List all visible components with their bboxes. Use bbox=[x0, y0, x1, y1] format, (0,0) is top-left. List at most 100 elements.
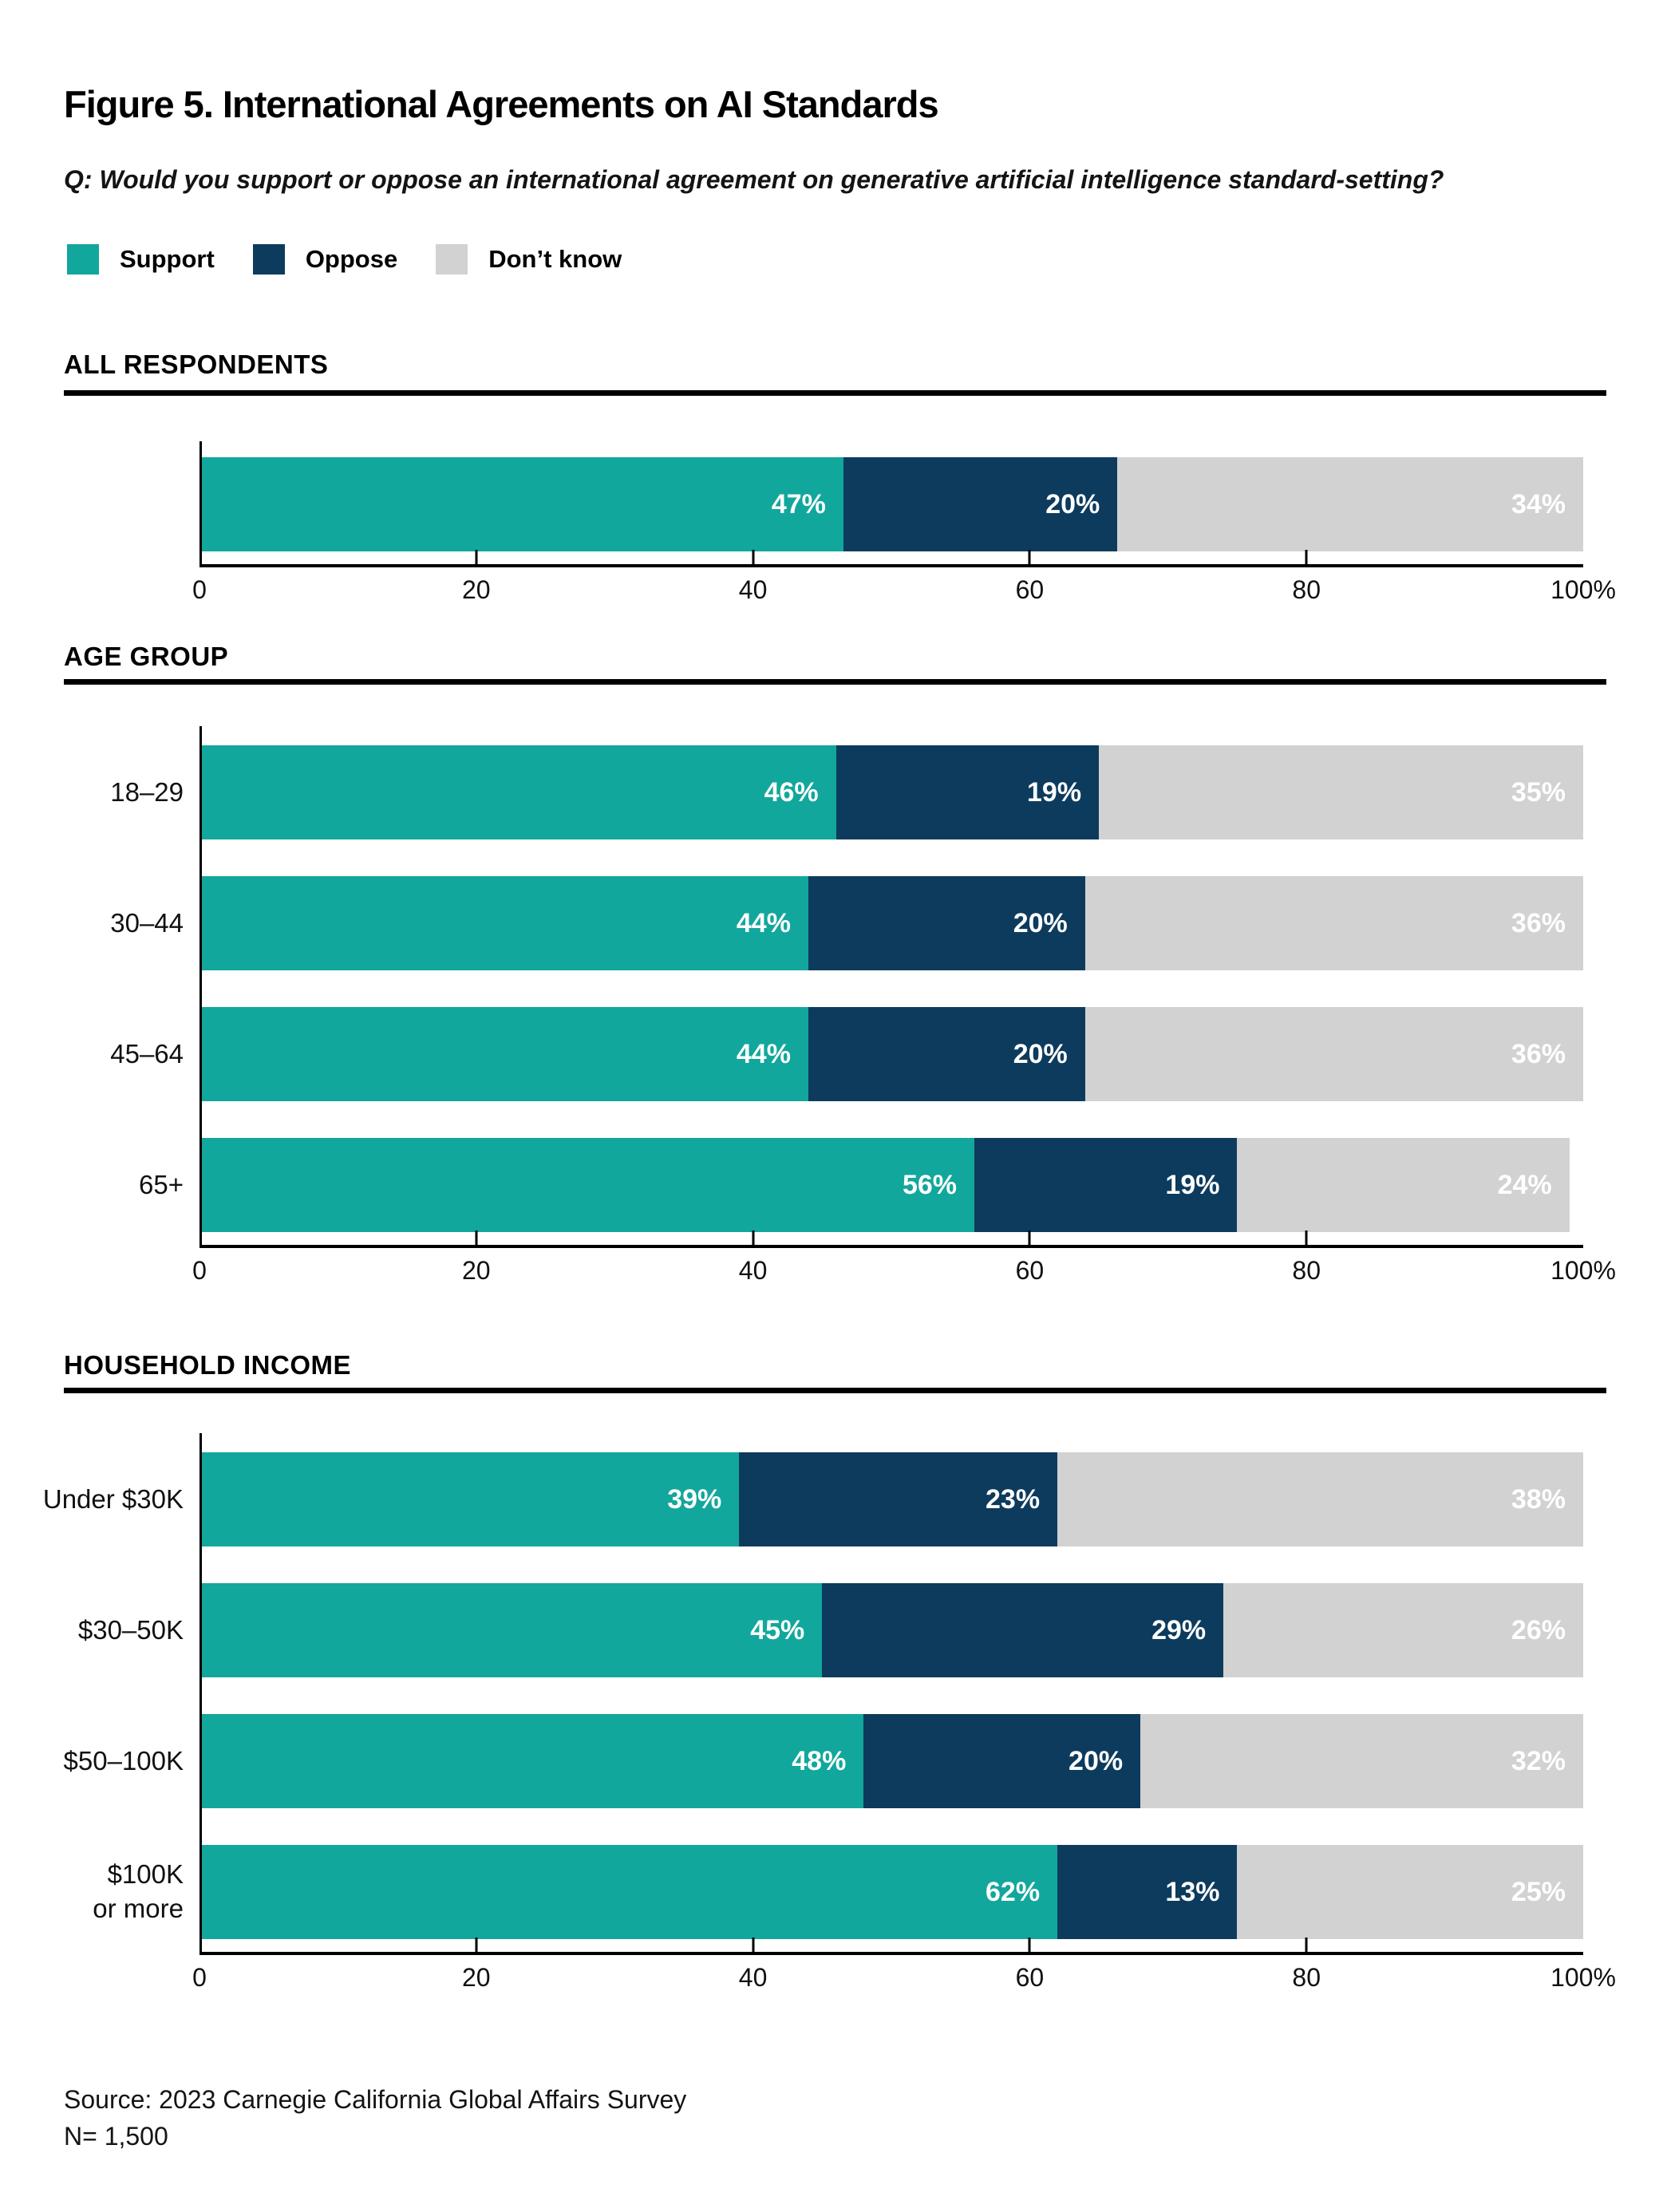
value-label: 36% bbox=[1511, 907, 1566, 938]
x-tick-label: 80 bbox=[1292, 575, 1321, 604]
x-tick-label: 60 bbox=[1015, 1963, 1045, 1992]
section-header-age-group: AGE GROUP bbox=[64, 642, 229, 671]
stacked-bar: 44% 20% 36% bbox=[199, 876, 1583, 970]
stacked-bar: 48% 20% 32% bbox=[199, 1714, 1583, 1808]
category-label bbox=[0, 457, 199, 551]
value-label: 48% bbox=[792, 1745, 847, 1776]
x-axis-tick bbox=[1028, 550, 1031, 564]
x-tick-label: 80 bbox=[1292, 1963, 1321, 1992]
value-label: 20% bbox=[1045, 488, 1100, 519]
x-tick-label: 100% bbox=[1550, 1963, 1616, 1992]
segment-dont-know: 38% bbox=[1057, 1452, 1583, 1546]
segment-oppose: 29% bbox=[822, 1583, 1224, 1677]
legend-label-dont-know: Don’t know bbox=[488, 245, 622, 273]
segment-dont-know: 26% bbox=[1223, 1583, 1583, 1677]
value-label: 19% bbox=[1027, 776, 1082, 808]
source-note: Source: 2023 Carnegie California Global … bbox=[64, 2081, 686, 2155]
segment-dont-know: 34% bbox=[1117, 457, 1583, 551]
legend-swatch-support bbox=[67, 244, 99, 275]
segment-support: 46% bbox=[199, 745, 836, 839]
segment-support: 45% bbox=[199, 1583, 823, 1677]
x-axis: 0 20 40 60 80 100% bbox=[192, 1937, 1616, 1997]
value-label: 23% bbox=[986, 1483, 1041, 1515]
value-label: 62% bbox=[986, 1876, 1041, 1907]
section-rule bbox=[64, 390, 1606, 396]
segment-support: 47% bbox=[199, 457, 843, 551]
value-label: 56% bbox=[902, 1169, 958, 1200]
legend-item-support: Support bbox=[67, 244, 215, 275]
section-header-all-respondents: ALL RESPONDENTS bbox=[64, 350, 329, 379]
value-label: 26% bbox=[1511, 1614, 1566, 1645]
value-label: 19% bbox=[1165, 1169, 1220, 1200]
value-label: 20% bbox=[1013, 907, 1068, 938]
x-tick-label: 0 bbox=[192, 575, 207, 604]
bar-row: 47% 20% 34% bbox=[0, 457, 1583, 551]
segment-oppose: 13% bbox=[1057, 1845, 1238, 1939]
x-axis-labels: 0 20 40 60 80 100% bbox=[192, 575, 1616, 609]
x-tick-label: 100% bbox=[1550, 1256, 1616, 1285]
segment-dont-know: 35% bbox=[1099, 745, 1583, 839]
source-line: Source: 2023 Carnegie California Global … bbox=[64, 2085, 687, 2114]
x-tick-label: 60 bbox=[1015, 575, 1045, 604]
sample-size: N= 1,500 bbox=[64, 2122, 168, 2151]
value-label: 39% bbox=[667, 1483, 722, 1515]
bar-row: Under $30K 39% 23% 38% bbox=[0, 1452, 1583, 1546]
x-tick-label: 0 bbox=[192, 1963, 207, 1992]
category-label: $50–100K bbox=[63, 1745, 184, 1776]
survey-question: Q: Would you support or oppose an intern… bbox=[64, 165, 1444, 194]
value-label: 29% bbox=[1151, 1614, 1207, 1645]
x-tick-label: 20 bbox=[462, 1963, 491, 1992]
legend-item-dont-know: Don’t know bbox=[436, 244, 622, 275]
y-axis-line bbox=[199, 441, 202, 567]
x-axis-tick bbox=[752, 550, 755, 564]
x-tick-label: 20 bbox=[462, 1256, 491, 1285]
legend-swatch-dont-know bbox=[436, 244, 468, 275]
value-label: 25% bbox=[1511, 1876, 1566, 1907]
value-label: 35% bbox=[1511, 776, 1566, 808]
figure-title: Figure 5. International Agreements on AI… bbox=[64, 83, 939, 126]
x-tick-label: 0 bbox=[192, 1256, 207, 1285]
segment-dont-know: 25% bbox=[1237, 1845, 1583, 1939]
stacked-bar: 47% 20% 34% bbox=[199, 457, 1583, 551]
x-axis-tick bbox=[475, 1230, 478, 1245]
segment-support: 44% bbox=[199, 1007, 808, 1101]
segment-oppose: 19% bbox=[974, 1138, 1238, 1232]
segment-oppose: 19% bbox=[835, 745, 1100, 839]
chart-age-group: 18–29 46% 19% 35% 30–44 44% 20% 36% 45–64 44% 20% 3… bbox=[0, 726, 1616, 1290]
x-tick-label: 40 bbox=[738, 1256, 768, 1285]
value-label: 32% bbox=[1511, 1745, 1566, 1776]
x-axis-tick bbox=[1305, 1230, 1308, 1245]
x-axis: 0 20 40 60 80 100% bbox=[192, 550, 1616, 609]
segment-oppose: 20% bbox=[808, 1007, 1085, 1101]
chart-household-income: Under $30K 39% 23% 38% $30–50K 45% 29% 26% $50–1… bbox=[0, 1433, 1616, 1997]
category-label: Under $30K bbox=[42, 1483, 184, 1514]
value-label: 44% bbox=[736, 1038, 791, 1069]
bar-row: 65+ 56% 19% 24% bbox=[0, 1138, 1583, 1232]
section-rule bbox=[64, 679, 1606, 685]
bar-row: $100K or more 62% 13% 25% bbox=[0, 1845, 1583, 1939]
x-axis-line bbox=[199, 1230, 1583, 1248]
stacked-bar: 45% 29% 26% bbox=[199, 1583, 1583, 1677]
stacked-bar: 46% 19% 35% bbox=[199, 745, 1583, 839]
segment-oppose: 20% bbox=[863, 1714, 1141, 1808]
bar-row: 45–64 44% 20% 36% bbox=[0, 1007, 1583, 1101]
segment-support: 62% bbox=[199, 1845, 1058, 1939]
value-label: 24% bbox=[1497, 1169, 1552, 1200]
x-axis-tick bbox=[475, 1937, 478, 1952]
y-axis-line bbox=[199, 1433, 202, 1955]
segment-dont-know: 36% bbox=[1084, 876, 1583, 970]
stacked-bar: 44% 20% 36% bbox=[199, 1007, 1583, 1101]
x-tick-label: 20 bbox=[462, 575, 491, 604]
x-axis-tick bbox=[1305, 550, 1308, 564]
stacked-bar: 39% 23% 38% bbox=[199, 1452, 1583, 1546]
segment-dont-know: 24% bbox=[1237, 1138, 1570, 1232]
x-axis-tick bbox=[1305, 1937, 1308, 1952]
x-axis-tick bbox=[1028, 1937, 1031, 1952]
x-axis: 0 20 40 60 80 100% bbox=[192, 1230, 1616, 1290]
stacked-bar: 56% 19% 24% bbox=[199, 1138, 1583, 1232]
x-tick-label: 40 bbox=[738, 575, 768, 604]
segment-dont-know: 36% bbox=[1084, 1007, 1583, 1101]
x-axis-tick bbox=[752, 1230, 755, 1245]
segment-oppose: 20% bbox=[808, 876, 1085, 970]
